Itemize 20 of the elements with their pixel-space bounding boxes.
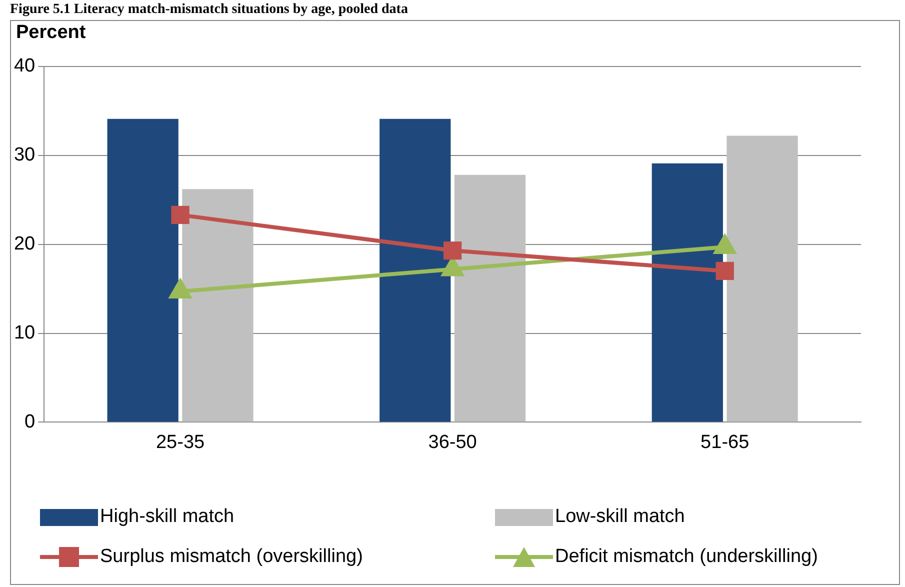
y-tick-label: 10 [14, 322, 36, 344]
y-tick-label: 0 [24, 411, 36, 432]
legend-label: Surplus mismatch (overskilling) [100, 546, 363, 568]
bar [182, 189, 254, 422]
bar [726, 136, 798, 422]
chart-title: Figure 5.1 Literacy match-mismatch situations by age, pooled data [10, 2, 408, 18]
bar [454, 174, 526, 422]
y-axis-title: Percent [16, 22, 86, 44]
bar [380, 118, 451, 422]
x-tick-label: 36-50 [428, 432, 477, 453]
y-tick-label: 40 [14, 56, 36, 77]
legend-label: Low-skill match [555, 506, 685, 528]
x-tick-label: 51-65 [700, 432, 750, 453]
bar [652, 163, 723, 422]
legend-label: High-skill match [100, 506, 234, 528]
bar [107, 118, 178, 422]
legend-label: Deficit mismatch (underskilling) [555, 546, 818, 568]
x-tick-label: 25-35 [156, 432, 205, 453]
y-tick-label: 30 [14, 144, 36, 166]
y-tick-label: 20 [14, 234, 36, 255]
